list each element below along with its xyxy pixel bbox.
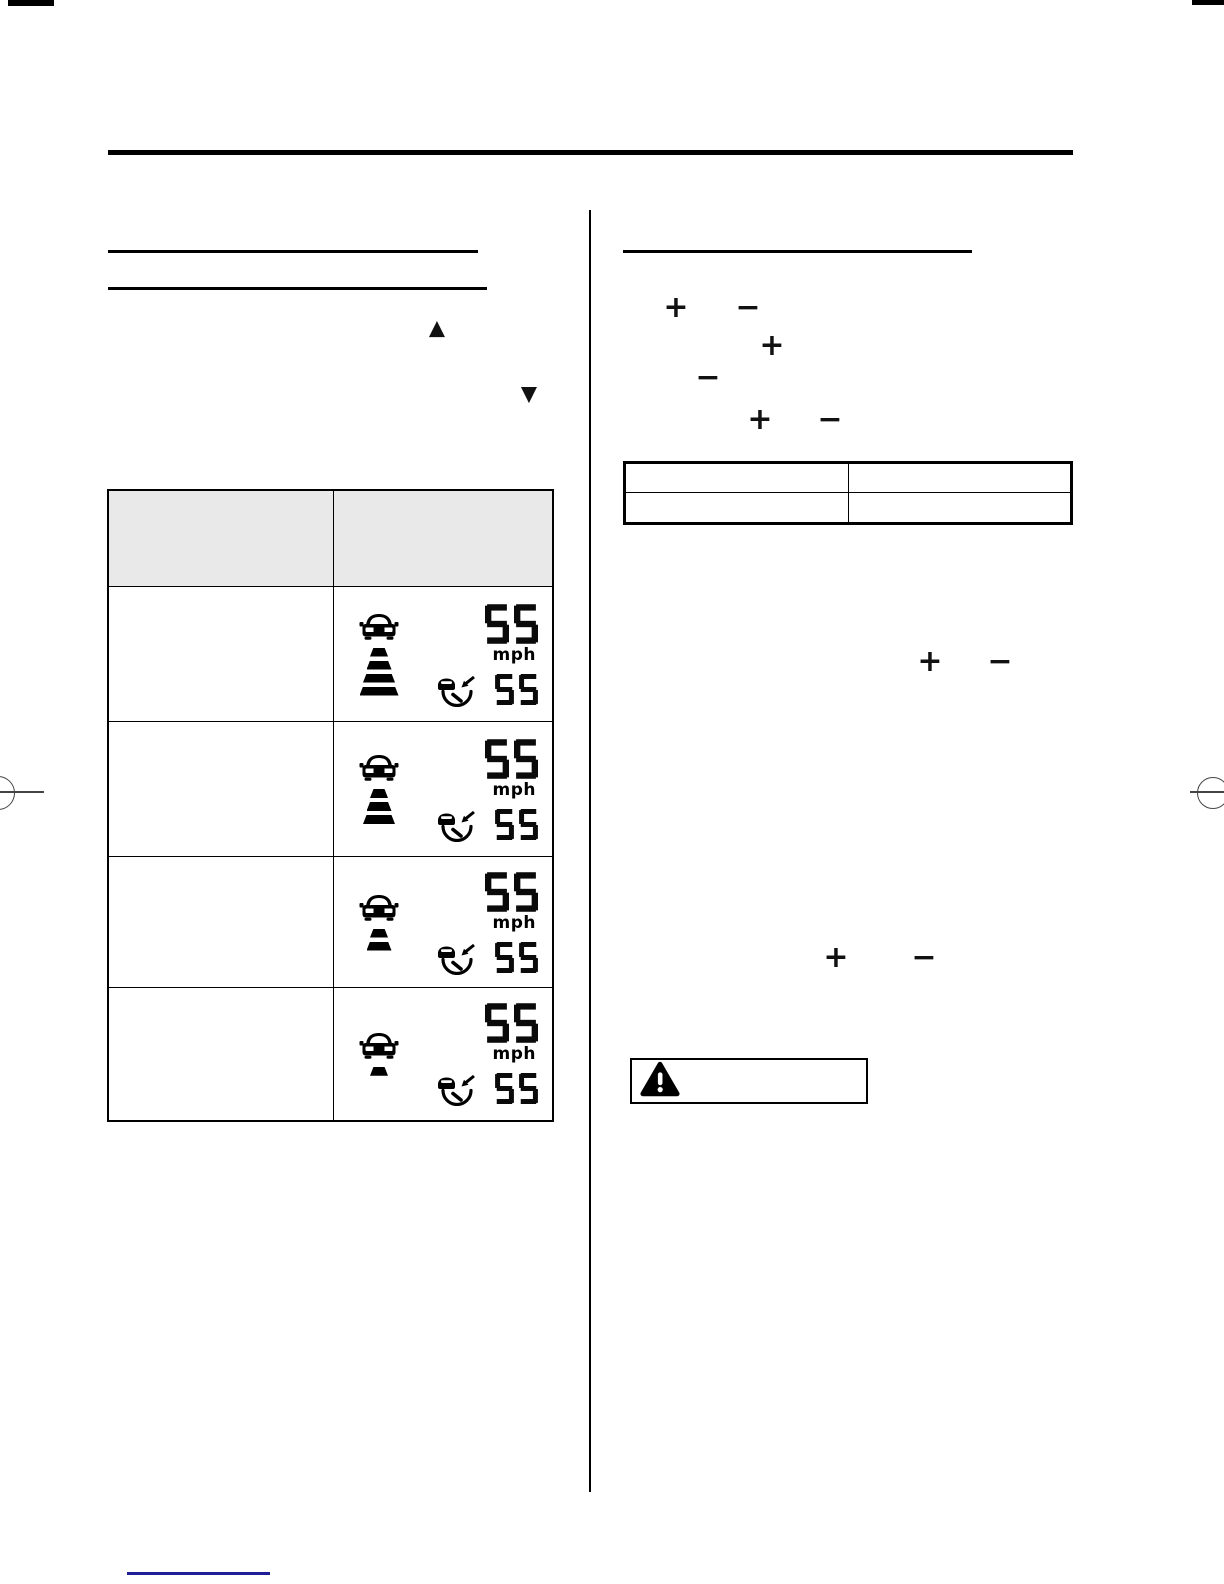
- distance-bar: [370, 1066, 388, 1076]
- distance-table-row-3: mph: [107, 856, 554, 988]
- set-coast-triangle-icon: ▼: [520, 381, 538, 406]
- settings-table: [623, 461, 1073, 525]
- set-speed-small-value: [490, 941, 538, 973]
- set-speed-indicator: [434, 808, 538, 842]
- resume-accelerate-triangle-icon: ▲: [428, 315, 446, 340]
- set-speed-indicator: [434, 673, 538, 707]
- set-speed-indicator: [434, 1073, 538, 1107]
- acc-display: mph: [334, 1003, 552, 1107]
- instrument-display-cell: mph: [333, 721, 554, 857]
- vehicle-and-distance-indicator: [348, 752, 410, 826]
- set-speed-small-value: [490, 673, 538, 705]
- crop-mark-top-right: [1192, 0, 1224, 5]
- distance-bars-2: [366, 927, 392, 953]
- settings-table-cell-2: [849, 464, 1070, 493]
- instrument-display-cell: mph: [333, 856, 554, 988]
- distance-bar: [366, 802, 392, 811]
- vehicle-and-distance-indicator: [348, 892, 410, 953]
- warning-box: [630, 1058, 868, 1104]
- plus-switch-symbol-4: +: [917, 644, 943, 679]
- distance-bar: [366, 941, 392, 951]
- distance-bars-1: [370, 1065, 388, 1078]
- set-speed-value: [480, 1003, 538, 1044]
- minus-switch-symbol-1: −: [735, 290, 761, 325]
- vehicle-ahead-icon: [359, 755, 399, 781]
- set-speed-gauge-icon: [438, 1075, 475, 1107]
- crop-mark-top-left: [8, 0, 54, 6]
- speed-readout: mph: [434, 603, 538, 707]
- speed-unit-label: mph: [492, 779, 536, 800]
- speed-readout: mph: [434, 1003, 538, 1107]
- plus-switch-symbol-5: +: [823, 940, 849, 975]
- distance-bar: [366, 660, 392, 670]
- registration-mark-left-circle: [0, 776, 15, 810]
- distance-bars-3: [363, 787, 395, 826]
- distance-table-row-4: mph: [107, 987, 554, 1121]
- set-speed-value: [480, 871, 538, 912]
- acc-display: mph: [334, 871, 552, 975]
- set-speed-indicator: [434, 941, 538, 975]
- instrument-display-cell: mph: [333, 586, 554, 722]
- speed-unit-label: mph: [492, 1044, 536, 1065]
- distance-table-header-cell-2: [333, 489, 554, 587]
- column-divider: [589, 210, 591, 1492]
- distance-bar: [370, 647, 388, 657]
- footer-link-underline[interactable]: [127, 1572, 270, 1575]
- right-heading-underline: [623, 250, 972, 253]
- registration-mark-right-circle: [1197, 777, 1224, 809]
- distance-description-cell: [107, 721, 334, 857]
- set-speed-gauge-icon: [438, 675, 475, 707]
- plus-switch-symbol-1: +: [663, 290, 689, 325]
- settings-table-cell-4: [849, 493, 1070, 522]
- settings-table-cell-3: [626, 493, 849, 522]
- speed-readout: mph: [434, 738, 538, 842]
- set-speed-value: [480, 603, 538, 644]
- acc-display: mph: [334, 738, 552, 842]
- minus-switch-symbol-5: −: [911, 940, 937, 975]
- speed-unit-label: mph: [492, 912, 536, 933]
- distance-table-header-row: [107, 489, 554, 587]
- set-speed-value: [480, 738, 538, 779]
- distance-bars-4: [359, 646, 399, 698]
- warning-triangle-icon: [639, 1061, 681, 1102]
- distance-description-cell: [107, 586, 334, 722]
- distance-description-cell: [107, 987, 334, 1121]
- minus-switch-symbol-3: −: [817, 402, 843, 437]
- distance-bar: [363, 815, 395, 824]
- vehicle-ahead-icon: [359, 1032, 399, 1059]
- acc-display: mph: [334, 603, 552, 707]
- vehicle-and-distance-indicator: [348, 611, 410, 698]
- set-speed-small-value: [490, 1073, 538, 1105]
- distance-bar: [370, 789, 388, 798]
- vehicle-and-distance-indicator: [348, 1030, 410, 1078]
- speed-readout: mph: [434, 871, 538, 975]
- distance-table-row-2: mph: [107, 721, 554, 857]
- minus-switch-symbol-4: −: [987, 644, 1013, 679]
- chapter-rule: [108, 150, 1073, 155]
- set-speed-small-value: [490, 808, 538, 840]
- distance-bar: [370, 928, 388, 938]
- distance-table-header-cell-1: [107, 489, 334, 587]
- left-heading-underline-2: [108, 287, 487, 290]
- vehicle-ahead-icon: [359, 894, 399, 921]
- distance-table-row-1: mph: [107, 586, 554, 722]
- plus-switch-symbol-3: +: [747, 402, 773, 437]
- settings-table-cell-1: [626, 464, 849, 493]
- distance-bar: [359, 686, 399, 696]
- instrument-display-cell: mph: [333, 987, 554, 1121]
- distance-setting-table: mph: [107, 489, 554, 1122]
- distance-description-cell: [107, 856, 334, 988]
- set-speed-gauge-icon: [438, 810, 475, 842]
- left-heading-underline-1: [108, 250, 478, 253]
- vehicle-ahead-icon: [359, 613, 399, 640]
- plus-switch-symbol-2: +: [759, 328, 785, 363]
- distance-bar: [363, 673, 395, 683]
- registration-mark-right-line: [1190, 791, 1224, 793]
- minus-switch-symbol-2: −: [695, 360, 721, 395]
- registration-mark-left-line: [0, 791, 44, 793]
- set-speed-gauge-icon: [438, 943, 475, 975]
- speed-unit-label: mph: [492, 644, 536, 665]
